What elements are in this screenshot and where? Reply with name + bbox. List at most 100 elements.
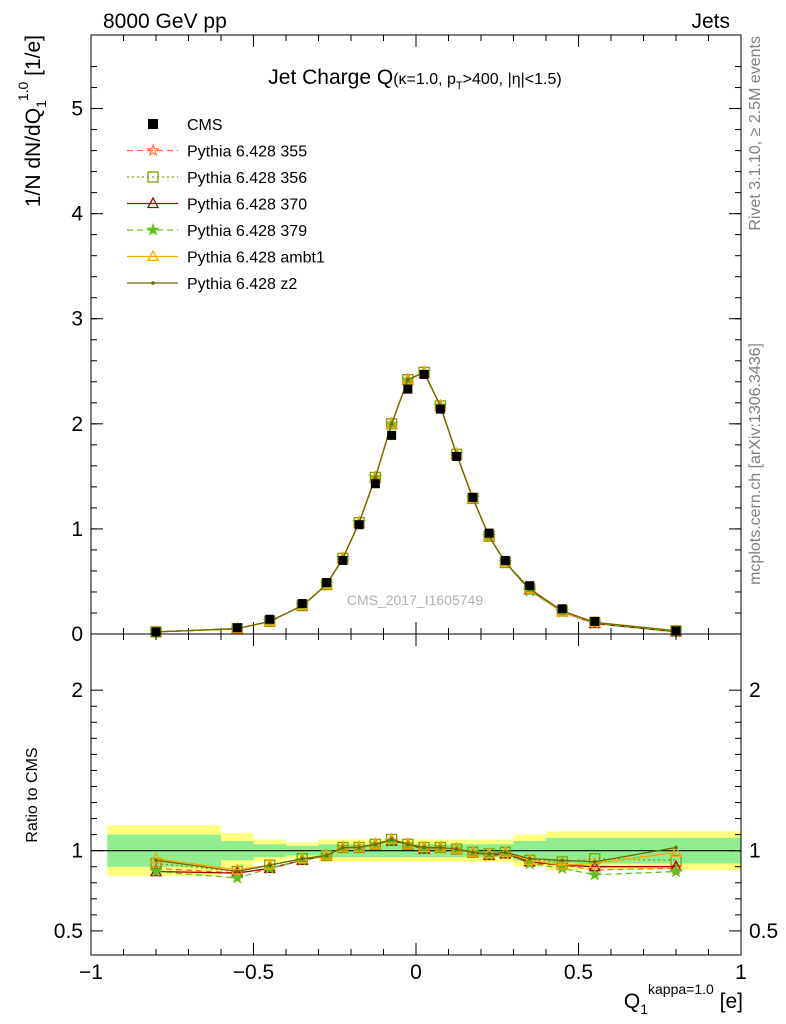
- ratio-point: [471, 850, 475, 855]
- ratio-point: [154, 858, 158, 863]
- legend-entry: Pythia 6.428 370: [127, 197, 307, 214]
- ratio-panel: 0.5 0.51 12 2−1 −0.5 0 0.5 1 Ratio to CMS Q1kap…: [24, 633, 778, 1017]
- cms-data-point: [265, 614, 275, 624]
- main-y-tick-label: 1: [71, 518, 83, 541]
- ratio-point: [592, 860, 597, 864]
- cms-data-point: [232, 623, 242, 633]
- legend-entry: Pythia 6.428 ambt1: [127, 250, 325, 267]
- ratio-line: [155, 838, 677, 873]
- main-y-tick-label: 2: [71, 413, 83, 436]
- cms-data-point: [468, 492, 478, 502]
- ratio-point: [438, 845, 443, 850]
- cms-data-point: [354, 520, 364, 530]
- ratio-point: [560, 858, 565, 863]
- legend-label: Pythia 6.428 z2: [187, 276, 297, 293]
- legend-entry: Pythia 6.428 z2: [127, 276, 297, 293]
- ratio-point: [357, 845, 361, 850]
- ratio-y-axis-label: Ratio to CMS: [24, 747, 41, 842]
- legend-entry: Pythia 6.428 379: [127, 222, 307, 240]
- ratio-series-group: [149, 832, 683, 884]
- cms-data-point: [387, 430, 397, 440]
- ratio-point: [231, 863, 244, 875]
- ratio-point: [149, 864, 163, 878]
- data-point: [406, 377, 410, 382]
- main-y-tick-label: 5: [71, 98, 83, 121]
- cms-data-point: [322, 578, 332, 588]
- ratio-point: [588, 856, 601, 869]
- ratio-point: [406, 842, 410, 847]
- ratio-point: [149, 851, 163, 864]
- ratio-point: [674, 845, 678, 850]
- cms-data-point: [370, 479, 380, 489]
- legend-label: Pythia 6.428 ambt1: [187, 250, 325, 267]
- main-y-tick-label: 0: [71, 623, 83, 646]
- ratio-point: [503, 850, 508, 855]
- ratio-point: [556, 858, 569, 870]
- ratio-point: [527, 856, 532, 861]
- mcplots-reference-label: mcplots.cern.ch [arXiv:1306.3436]: [747, 343, 764, 585]
- x-tick-label: 1: [735, 961, 747, 984]
- ratio-point: [389, 837, 394, 842]
- cms-data-point: [590, 616, 600, 626]
- main-plot-frame: 0 1 2 3 4 5: [71, 34, 742, 646]
- main-y-tick-label: 4: [71, 203, 83, 226]
- legend-marker: [146, 196, 160, 209]
- ratio-point: [523, 853, 536, 865]
- ratio-y-tick-label-right: 0.5: [749, 920, 778, 943]
- legend-entry: CMS: [148, 117, 223, 134]
- cms-data-point: [419, 369, 429, 379]
- legend-marker: [147, 171, 159, 183]
- ratio-point: [487, 852, 491, 856]
- legend-marker: [151, 281, 155, 285]
- legend-label: Pythia 6.428 379: [187, 223, 307, 240]
- cms-data-point: [151, 627, 161, 637]
- x-tick-label: 0.5: [564, 961, 593, 984]
- legend-label: CMS: [187, 117, 223, 134]
- ratio-point: [422, 845, 426, 850]
- ratio-y-tick-label: 2: [71, 679, 83, 702]
- ratio-point: [267, 863, 272, 867]
- cms-data-point: [525, 581, 535, 591]
- ratio-y-tick-label: 1: [71, 840, 83, 863]
- series-cms: [151, 369, 681, 637]
- main-y-axis-label: 1/N dN/dQ11.0 [1/e]: [15, 35, 49, 207]
- ratio-point: [669, 864, 683, 878]
- cms-data-point: [500, 555, 510, 565]
- cms-data-point: [452, 451, 462, 461]
- ratio-y-tick-label-right: 1: [749, 840, 761, 863]
- legend-label: Pythia 6.428 356: [187, 170, 307, 187]
- x-axis-label: Q1kappa=1.0 [e]: [624, 981, 743, 1017]
- ratio-point: [230, 870, 245, 884]
- main-panel: 0 1 2 3 4 5 CMS_2017_I1605749 Jet Charge Q(κ=…: [15, 34, 742, 646]
- ratio-point: [499, 845, 512, 857]
- watermark-label: CMS_2017_I1605749: [347, 592, 483, 608]
- ratio-point: [300, 856, 305, 861]
- header-right-label: Jets: [691, 10, 730, 33]
- legend-marker: [146, 222, 160, 236]
- data-point: [389, 422, 394, 426]
- legend-label: Pythia 6.428 370: [187, 197, 307, 214]
- main-y-tick-label: 3: [71, 308, 83, 331]
- legend: CMS Pythia 6.428 355 Pythia 6.428 356 Pythi…: [127, 117, 325, 293]
- ratio-point: [434, 840, 447, 853]
- ratio-plot-frame: 0.5 0.51 12 2−1 −0.5 0 0.5 1: [54, 633, 778, 984]
- main-plot-title: Jet Charge Q(κ=1.0, pT>400, |η|<1.5): [268, 66, 561, 92]
- legend-marker: [146, 249, 160, 262]
- cms-data-point: [435, 404, 445, 414]
- cms-data-point: [338, 555, 348, 565]
- axis-frame: [90, 633, 742, 956]
- rivet-version-label: Rivet 3.1.10, ≥ 2.5M events: [747, 36, 764, 231]
- legend-entry: Pythia 6.428 355: [127, 143, 307, 161]
- ratio-point: [669, 845, 683, 857]
- cms-data-point: [557, 604, 567, 614]
- x-tick-label: 0: [410, 961, 422, 984]
- ratio-point: [341, 845, 345, 850]
- ratio-point: [324, 853, 329, 858]
- ratio-point: [235, 869, 240, 874]
- x-tick-label: −1: [79, 961, 103, 984]
- ratio-point: [587, 867, 602, 881]
- legend-marker: [146, 143, 160, 157]
- data-point: [373, 475, 378, 480]
- data-point: [385, 416, 398, 429]
